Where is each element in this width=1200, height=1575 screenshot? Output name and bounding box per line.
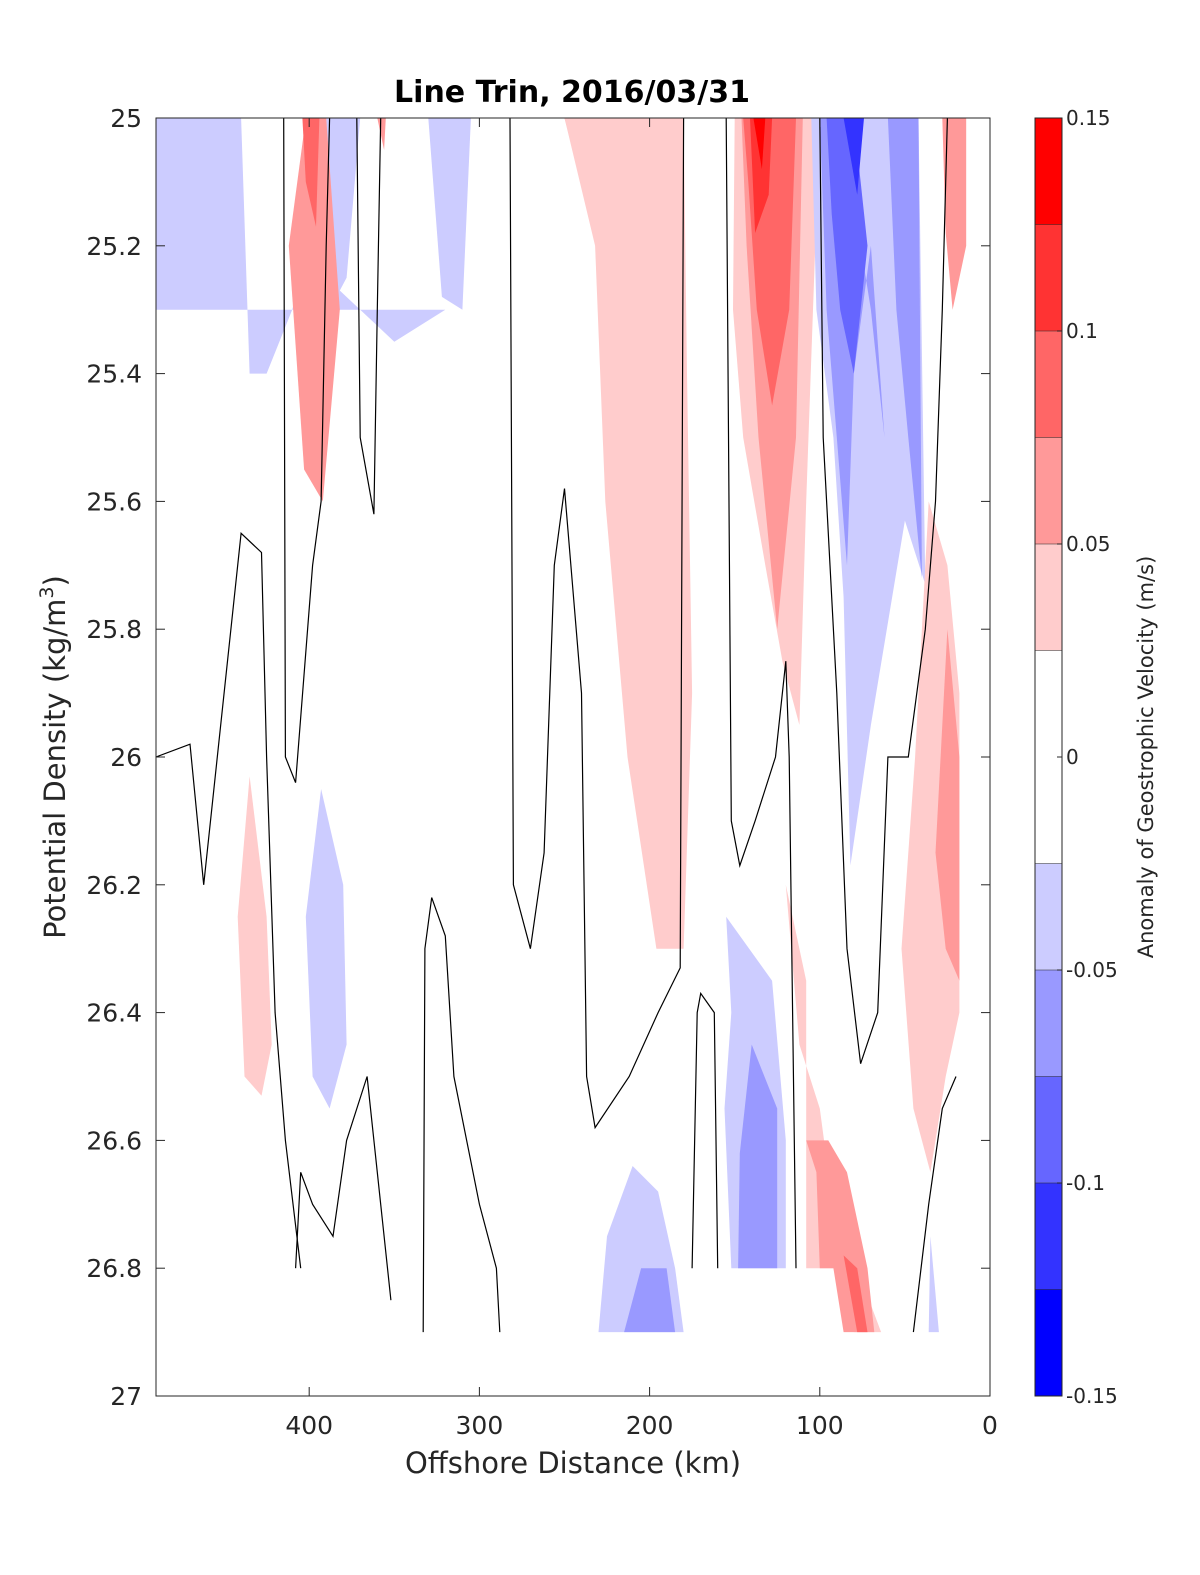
y-tick-label: 26: [110, 743, 142, 772]
colorbar-tick-label: 0.05: [1066, 532, 1111, 556]
filled-region-25: [785, 884, 882, 1333]
y-tick-label: 26.8: [86, 1254, 142, 1283]
colorbar-band: [1035, 970, 1062, 1077]
zero-contour-3: [295, 1076, 392, 1301]
y-tick-label: 27: [110, 1382, 142, 1411]
colorbar-band: [1035, 224, 1062, 331]
zero-contour-2: [356, 118, 382, 515]
colorbar-tick-label: -0.05: [1066, 958, 1118, 982]
x-tick-label: 100: [796, 1411, 844, 1440]
x-tick-label: 300: [456, 1411, 504, 1440]
colorbar-band: [1035, 863, 1062, 970]
filled-contours: [156, 118, 967, 1333]
zero-contour-9: [912, 1076, 957, 1333]
chart-title: Line Trin, 2016/03/31: [394, 75, 750, 110]
filled-region-4: [302, 118, 320, 227]
colorbar-band: [1035, 1076, 1062, 1183]
y-tick-label: 25.6: [86, 487, 142, 516]
colorbar-tick-label: 0.15: [1066, 106, 1111, 130]
filled-region-24: [738, 1044, 778, 1269]
colorbar-band: [1035, 1289, 1062, 1396]
zero-contour-5: [509, 118, 685, 1130]
filled-region-17: [843, 118, 864, 195]
y-tick-label: 26.2: [86, 871, 142, 900]
colorbar-band: [1035, 331, 1062, 438]
colorbar-band: [1035, 1183, 1062, 1290]
filled-region-29: [624, 1268, 676, 1333]
y-tick-label: 26.4: [86, 999, 142, 1028]
x-tick-label: 200: [626, 1411, 674, 1440]
y-tick-label: 25.8: [86, 615, 142, 644]
y-axis-label-close: ): [38, 575, 72, 586]
filled-region-2: [428, 118, 471, 310]
filled-region-19: [901, 501, 960, 1173]
y-axis-label-main: Potential Density (kg/m: [38, 599, 72, 939]
y-tick-label: 25.2: [86, 232, 142, 261]
x-tick-label: 400: [285, 1411, 333, 1440]
x-tick-label: 0: [982, 1411, 998, 1440]
filled-region-7: [550, 118, 693, 949]
colorbar-band: [1035, 544, 1062, 651]
filled-region-15: [887, 118, 922, 579]
colorbar-label: Anomaly of Geostrophic Velocity (m/s): [1134, 556, 1158, 959]
x-axis-ticks: 400 300 200 100 0: [285, 118, 998, 1440]
zero-contour-lines: [156, 118, 957, 1333]
y-axis-label-superscript: 3: [36, 586, 58, 598]
filled-region-0: [156, 118, 446, 374]
colorbar-tick-label: -0.1: [1066, 1171, 1105, 1195]
y-tick-label: 26.6: [86, 1126, 142, 1155]
filled-region-5: [377, 118, 386, 150]
filled-region-22: [305, 789, 347, 1109]
colorbar-tick-label: 0.1: [1066, 319, 1098, 343]
zero-contour-0: [156, 532, 302, 1269]
zero-contour-4: [422, 897, 501, 1333]
filled-region-11: [750, 118, 773, 233]
colorbar-tick-label: 0: [1066, 745, 1079, 769]
colorbar-band: [1035, 437, 1062, 544]
y-axis-ticks: 25 25.2 25.4 25.6 25.8 26 26.2 26.4 26.6 26.8 27: [86, 104, 990, 1411]
x-axis-label: Offshore Distance (km): [405, 1446, 741, 1480]
filled-region-30: [928, 1236, 939, 1333]
y-tick-label: 25: [110, 104, 142, 133]
colorbar: 0.15 0.1 0.05 0 -0.05 -0.1 -0.15: [1034, 106, 1118, 1408]
zero-contour-1: [283, 118, 331, 783]
colorbar-tick-label: -0.15: [1066, 1384, 1118, 1408]
zero-contour-8: [819, 118, 948, 1064]
zero-contour-6: [691, 991, 719, 1269]
colorbar-band: [1035, 118, 1062, 225]
zero-contour-7: [725, 118, 797, 1269]
filled-region-20: [935, 629, 960, 981]
filled-region-21: [237, 776, 272, 1096]
filled-region-18: [942, 118, 967, 310]
y-tick-label: 25.4: [86, 360, 142, 389]
filled-region-12: [753, 118, 766, 170]
filled-region-27: [843, 1255, 868, 1333]
y-axis-label: Potential Density (kg/m3): [36, 575, 72, 939]
